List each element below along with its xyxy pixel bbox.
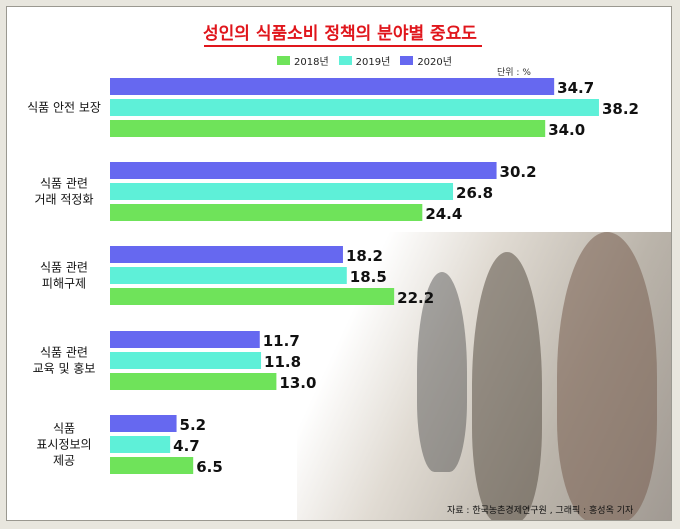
bar-value-label: 34.7: [557, 79, 594, 97]
bar-value-label: 13.0: [279, 374, 316, 392]
category-label: 식품 관련 피해구제: [40, 261, 88, 291]
bar-chart: 식품 안전 보장 34.7 38.2 34.0 식품 관련 거래 적정화 30.2 26.8 2…: [27, 78, 639, 476]
bar-value-label: 18.2: [346, 247, 383, 265]
category-label: 식품 표시정보의 제공: [36, 422, 91, 468]
chart-title: 성인의 식품소비 정책의 분야별 중요도: [203, 24, 477, 44]
category-label: 식품 관련 거래 적정화: [34, 177, 93, 207]
bar-2018: [110, 373, 277, 390]
infographic-frame: 성인의 식품소비 정책의 분야별 중요도 2018년 2019년 2020년 단…: [6, 6, 672, 521]
shopper-figure: [472, 252, 542, 520]
bar-2019: [110, 436, 171, 453]
bar-value-label: 11.7: [263, 332, 300, 350]
legend-label-2018: 2018년: [294, 57, 329, 68]
legend-label-2019: 2019년: [355, 57, 391, 68]
title-underline: [204, 45, 482, 47]
bar-value-label: 22.2: [397, 289, 434, 307]
legend-swatch-2020: [400, 56, 414, 65]
bar-2020: [110, 162, 497, 179]
bar-2018: [110, 457, 194, 474]
bar-2020: [110, 78, 555, 95]
bar-2020: [110, 246, 343, 263]
legend-item-2018: 2018년: [277, 53, 329, 68]
legend-label-2020: 2020년: [417, 57, 452, 68]
bar-2019: [110, 183, 454, 200]
bar-value-label: 4.7: [173, 437, 200, 455]
bar-value-label: 18.5: [350, 268, 387, 286]
bar-2019: [110, 267, 347, 284]
source-credit: 자료 : 한국농촌경제연구원 , 그래픽 : 홍성옥 기자: [447, 506, 634, 516]
bar-2019: [110, 99, 599, 116]
bar-value-label: 11.8: [264, 353, 301, 371]
shopper-figure: [417, 272, 467, 472]
legend-item-2020: 2020년: [400, 53, 452, 68]
bar-2019: [110, 352, 262, 369]
bar-value-label: 26.8: [456, 184, 493, 202]
background-photo: [297, 232, 671, 520]
category-label: 식품 안전 보장: [27, 101, 101, 115]
legend: 2018년 2019년 2020년: [277, 53, 452, 68]
bar-value-label: 5.2: [180, 416, 207, 434]
legend-item-2019: 2019년: [338, 53, 391, 68]
bar-2018: [110, 288, 395, 305]
bar-value-label: 24.4: [425, 205, 462, 223]
bar-2018: [110, 204, 423, 221]
shopper-figure: [557, 232, 657, 520]
legend-swatch-2018: [277, 56, 290, 65]
legend-swatch-2019: [338, 56, 352, 65]
bar-value-label: 6.5: [196, 458, 223, 476]
bar-value-label: 30.2: [500, 163, 537, 181]
bar-2020: [110, 331, 260, 348]
unit-label: 단위 : %: [497, 68, 531, 78]
bar-2020: [110, 415, 177, 432]
bar-value-label: 34.0: [548, 121, 585, 139]
category-label: 식품 관련 교육 및 홍보: [33, 346, 96, 376]
bar-2018: [110, 120, 546, 137]
bar-value-label: 38.2: [602, 100, 639, 118]
